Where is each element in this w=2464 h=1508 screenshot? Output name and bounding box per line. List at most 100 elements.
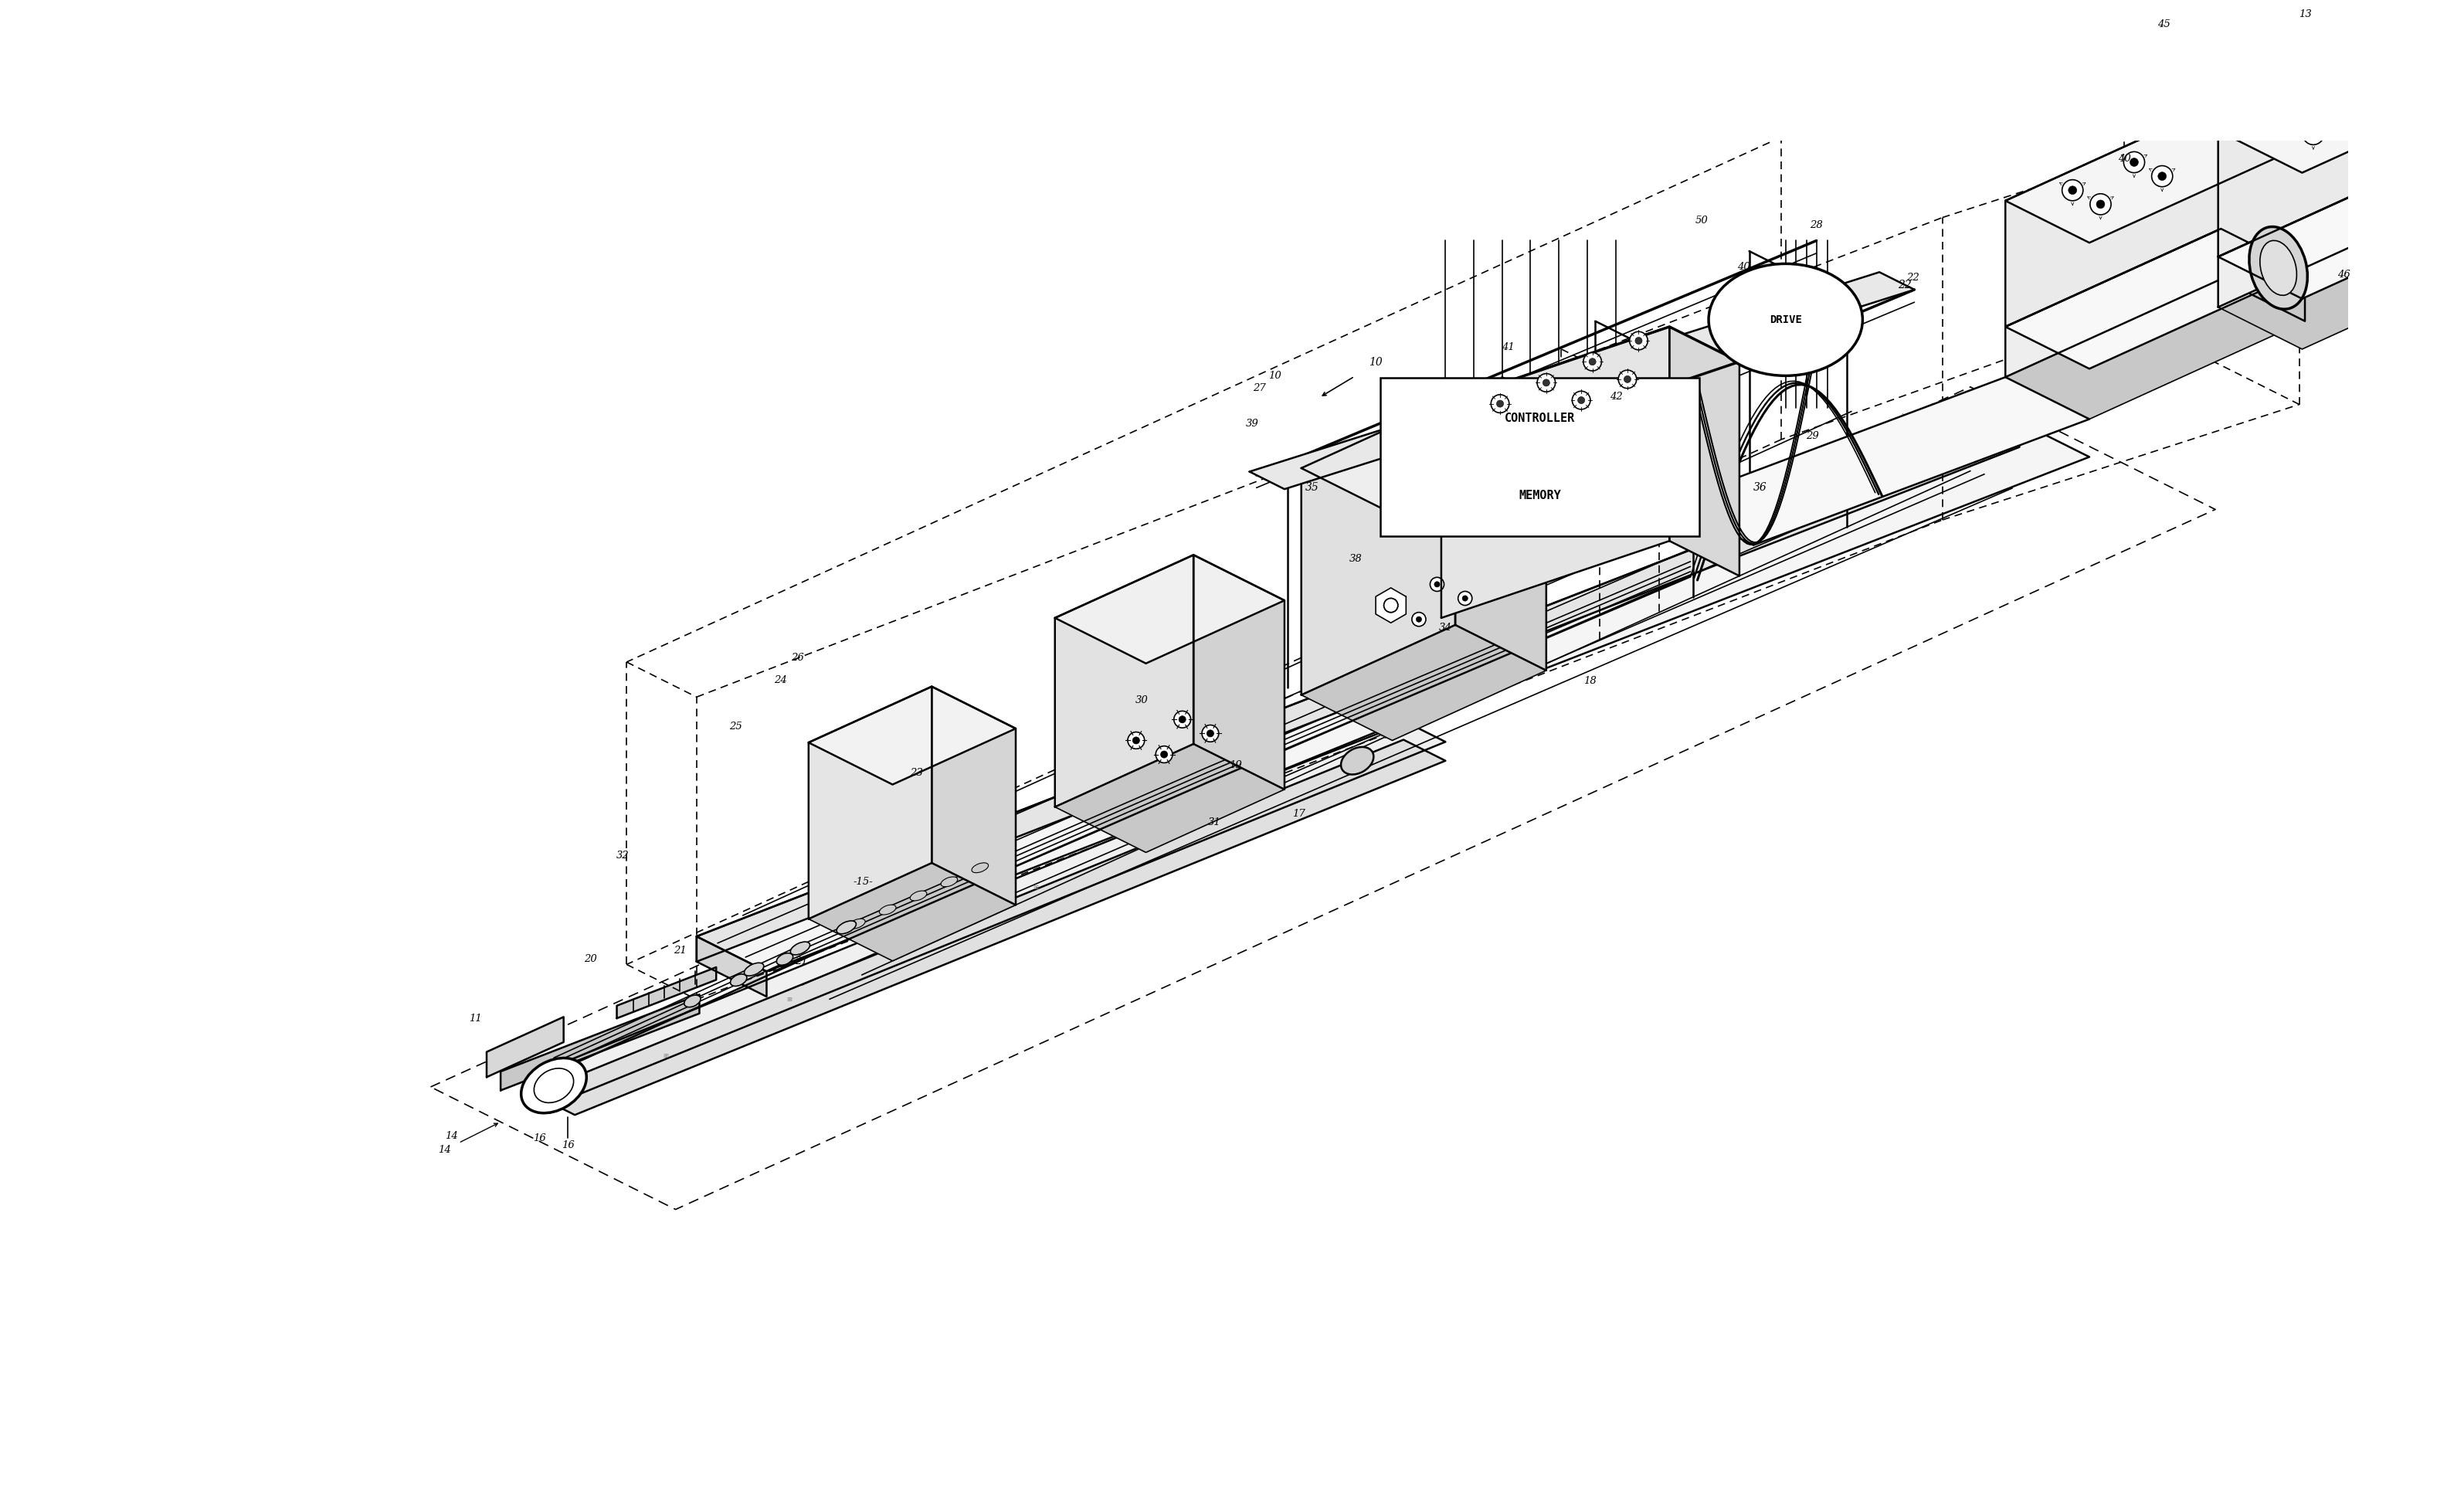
- Circle shape: [1156, 746, 1173, 763]
- Text: 26: 26: [791, 653, 803, 664]
- Polygon shape: [931, 686, 1015, 905]
- Circle shape: [1417, 617, 1422, 623]
- Text: MEMORY: MEMORY: [1518, 490, 1562, 501]
- Text: ⊞: ⊞: [663, 1053, 668, 1059]
- Text: 30: 30: [1136, 695, 1148, 706]
- Ellipse shape: [2250, 226, 2306, 309]
- Polygon shape: [2218, 210, 2464, 350]
- Polygon shape: [2220, 103, 2304, 271]
- Circle shape: [1496, 400, 1503, 407]
- Circle shape: [1577, 397, 1584, 404]
- Polygon shape: [2434, 158, 2464, 252]
- Circle shape: [1434, 582, 1439, 587]
- Ellipse shape: [838, 921, 855, 933]
- Ellipse shape: [971, 863, 988, 873]
- Text: ⊞: ⊞: [1032, 884, 1037, 891]
- Polygon shape: [532, 740, 1446, 1114]
- Text: 27: 27: [1252, 383, 1266, 394]
- Polygon shape: [2006, 229, 2304, 369]
- Text: 40: 40: [2119, 154, 2131, 164]
- Circle shape: [1173, 712, 1190, 728]
- Polygon shape: [1301, 398, 1547, 514]
- Polygon shape: [697, 936, 766, 997]
- Ellipse shape: [1708, 264, 1863, 375]
- Circle shape: [2124, 152, 2144, 173]
- Text: 45: 45: [2156, 20, 2171, 29]
- Ellipse shape: [729, 974, 747, 986]
- Text: 28: 28: [1811, 220, 1823, 231]
- Polygon shape: [1441, 327, 1740, 439]
- Circle shape: [2062, 179, 2082, 201]
- Text: 36: 36: [1754, 483, 1767, 493]
- Polygon shape: [1301, 624, 1547, 740]
- Text: DRIVE: DRIVE: [1769, 314, 1801, 326]
- Text: ⊞: ⊞: [909, 939, 914, 947]
- Text: CONTROLLER: CONTROLLER: [1506, 413, 1574, 424]
- Text: 50: 50: [1695, 216, 1708, 225]
- Text: 20: 20: [584, 953, 596, 964]
- Polygon shape: [2218, 158, 2464, 299]
- Circle shape: [2097, 201, 2104, 208]
- Polygon shape: [2006, 279, 2304, 419]
- Circle shape: [1572, 391, 1589, 409]
- Circle shape: [1202, 725, 1220, 742]
- Circle shape: [2343, 87, 2351, 97]
- Text: 21: 21: [796, 956, 808, 967]
- Text: 17: 17: [1291, 808, 1306, 819]
- Text: ⊞: ⊞: [786, 995, 791, 1003]
- Text: 41: 41: [1503, 342, 1515, 351]
- Circle shape: [2370, 103, 2380, 110]
- Circle shape: [2151, 166, 2173, 187]
- Circle shape: [2067, 185, 2077, 195]
- Ellipse shape: [880, 905, 897, 915]
- Circle shape: [1538, 374, 1555, 392]
- Text: ⊞: ⊞: [1279, 772, 1284, 780]
- Polygon shape: [2218, 158, 2434, 308]
- Polygon shape: [808, 686, 931, 918]
- Polygon shape: [1671, 377, 2089, 544]
- Ellipse shape: [791, 943, 811, 955]
- Circle shape: [1624, 375, 1631, 383]
- Polygon shape: [1055, 555, 1284, 664]
- Ellipse shape: [744, 962, 764, 976]
- Polygon shape: [697, 422, 2020, 962]
- Circle shape: [1387, 603, 1395, 608]
- Text: 14: 14: [439, 1145, 451, 1155]
- Text: 21: 21: [673, 946, 687, 956]
- Circle shape: [2304, 124, 2324, 145]
- Polygon shape: [1441, 327, 1671, 618]
- Polygon shape: [2220, 229, 2304, 321]
- FancyBboxPatch shape: [1380, 379, 1700, 535]
- Polygon shape: [1249, 271, 1915, 489]
- Circle shape: [2365, 95, 2385, 116]
- Ellipse shape: [2259, 240, 2296, 296]
- Circle shape: [1589, 359, 1597, 365]
- Polygon shape: [2218, 33, 2434, 256]
- Ellipse shape: [685, 995, 700, 1007]
- Ellipse shape: [535, 1068, 574, 1102]
- Polygon shape: [485, 1016, 564, 1077]
- Circle shape: [2158, 172, 2166, 181]
- Polygon shape: [532, 721, 1446, 1096]
- Text: 46: 46: [2338, 270, 2351, 280]
- Text: 38: 38: [1350, 553, 1363, 564]
- Circle shape: [1133, 737, 1141, 743]
- Polygon shape: [1456, 398, 1547, 671]
- Circle shape: [1429, 578, 1444, 591]
- Text: 22: 22: [1907, 273, 1919, 284]
- Ellipse shape: [848, 918, 865, 929]
- Circle shape: [1412, 612, 1427, 626]
- Ellipse shape: [1340, 746, 1372, 775]
- Circle shape: [1491, 395, 1508, 413]
- Text: 18: 18: [1584, 676, 1597, 686]
- Circle shape: [2282, 116, 2289, 125]
- Circle shape: [1207, 730, 1215, 737]
- Polygon shape: [2218, 33, 2464, 173]
- Text: 23: 23: [909, 768, 924, 778]
- Text: 16: 16: [562, 1140, 574, 1151]
- Polygon shape: [808, 686, 1015, 784]
- Circle shape: [1542, 379, 1550, 386]
- Text: 19: 19: [1230, 760, 1242, 771]
- Circle shape: [1178, 716, 1185, 722]
- Polygon shape: [808, 863, 1015, 961]
